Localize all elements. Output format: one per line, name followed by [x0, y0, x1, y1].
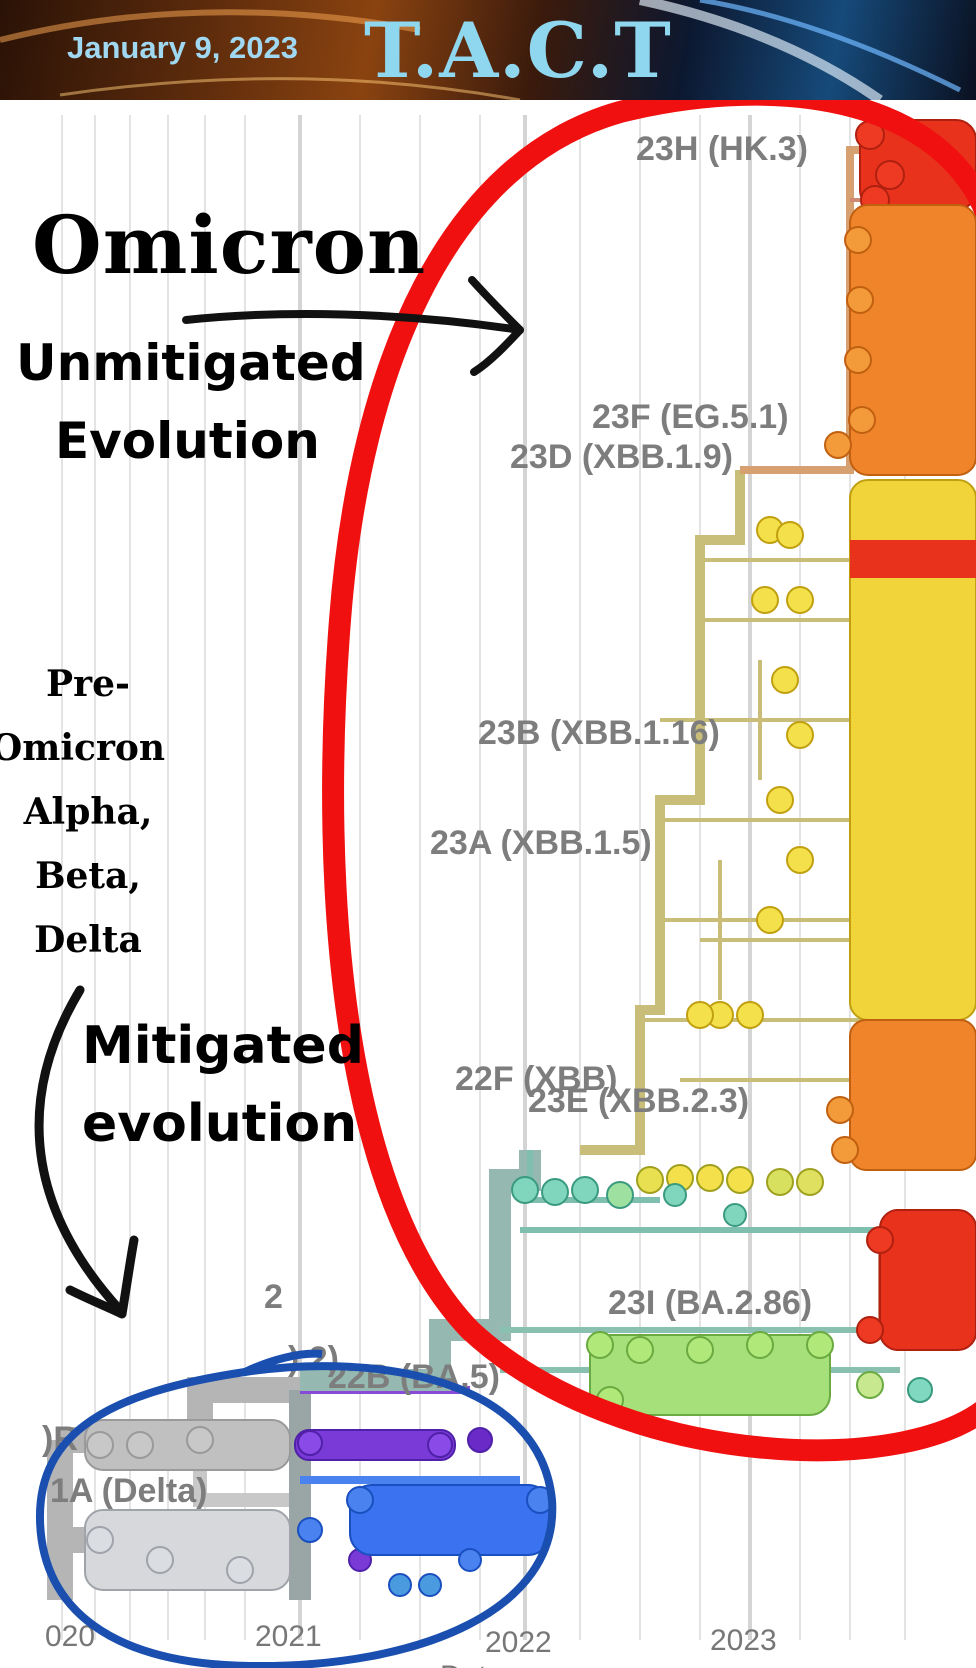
mitigated-label-line2: evolution	[82, 1094, 358, 1154]
x-axis-label: Date	[440, 1660, 503, 1668]
purple-tip-cluster	[294, 1427, 493, 1572]
teal-tip-cluster	[511, 1176, 747, 1227]
clade-label-23e: 23E (XBB.2.3)	[528, 1082, 749, 1120]
unmitigated-label-line1: Unmitigated	[16, 334, 366, 392]
pre-omicron-label: Pre- Omicron Alpha, Beta, Delta	[0, 652, 176, 972]
yellow-green-tip-row	[636, 1164, 824, 1196]
mitigated-arrow-icon	[34, 985, 139, 1319]
green-tip-cluster	[586, 1331, 933, 1416]
clade-label-23i: 23I (BA.2.86)	[608, 1284, 812, 1322]
clade-label-23b: 23B (XBB.1.16)	[478, 714, 720, 752]
pre-omicron-line-5: Delta	[34, 919, 142, 961]
grey-tip-cluster	[84, 1419, 291, 1591]
banner-date: January 9, 2023	[67, 30, 298, 65]
unmitigated-arrow-icon	[182, 276, 524, 376]
red-tip-cluster-lower	[856, 1209, 976, 1351]
clade-label-23d: 23D (XBB.1.9)	[510, 438, 733, 476]
x-tick-2022: 2022	[485, 1626, 552, 1659]
orange-tip-cluster-lower	[826, 1019, 976, 1171]
clade-label-23a: 23A (XBB.1.5)	[430, 824, 652, 862]
clade-label-23f: 23F (EG.5.1)	[592, 398, 789, 436]
phylogenetic-tree-figure: 23H (HK.3) 23F (EG.5.1) 23D (XBB.1.9) 23…	[34, 100, 976, 1668]
mitigated-label-line1: Mitigated	[82, 1016, 364, 1076]
x-tick-2020: 020	[45, 1620, 95, 1653]
clade-label-23h: 23H (HK.3)	[636, 130, 808, 168]
pre-omicron-line-2: Omicron	[0, 727, 166, 769]
unmitigated-label-line2: Evolution	[55, 412, 320, 470]
pre-omicron-line-3: Alpha,	[23, 791, 153, 833]
orange-tip-cluster	[824, 204, 976, 476]
banner-background	[0, 0, 962, 100]
x-tick-2023: 2023	[710, 1624, 777, 1657]
pre-omicron-line-1: Pre-	[46, 663, 130, 705]
x-tick-2021: 2021	[255, 1620, 322, 1653]
grid-lines	[61, 115, 906, 1640]
yellow-tip-cluster	[686, 479, 976, 1029]
banner-title: T.A.C.T	[364, 6, 672, 95]
blue-ellipse-tail	[243, 1349, 323, 1376]
pre-omicron-line-4: Beta,	[35, 855, 141, 897]
omicron-heading: Omicron	[32, 198, 427, 292]
clade-label-22f: 22F (XBB)	[455, 1060, 617, 1098]
x-axis: 020 2021 2022 2023 Date	[45, 1620, 777, 1668]
red-ellipse-annotation	[322, 100, 976, 1462]
clade-label-fragment-2: 2	[264, 1278, 283, 1316]
blue-ellipse-annotation	[35, 1362, 557, 1668]
blue-tip-cluster	[297, 1484, 554, 1597]
clade-label-delta: 1A (Delta)	[50, 1472, 207, 1510]
header-banner: January 9, 2023 T.A.C.T	[0, 0, 976, 100]
